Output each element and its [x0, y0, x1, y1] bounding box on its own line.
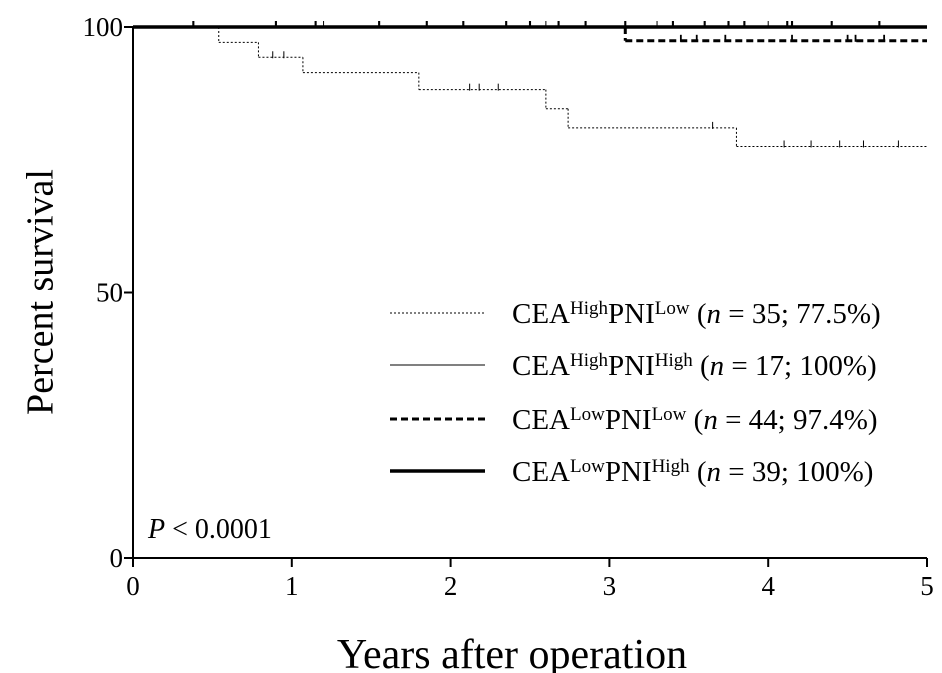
- legend-text-part: (: [690, 456, 707, 488]
- legend-text-part: High: [655, 350, 694, 371]
- legend-text-part: n: [710, 350, 725, 382]
- x-tick-label: 5: [920, 571, 934, 601]
- x-tick-label: 0: [126, 571, 140, 601]
- x-tick-label: 1: [285, 571, 299, 601]
- legend-text-part: Low: [570, 404, 605, 425]
- y-tick-label: 100: [83, 12, 124, 42]
- p-value-part: P: [147, 514, 165, 545]
- y-axis-label: Percent survival: [20, 169, 62, 415]
- legend-label: CEAHighPNILow (n = 35; 77.5%): [512, 298, 881, 330]
- legend-text-part: PNI: [608, 350, 655, 382]
- legend-text-part: = 39; 100%): [721, 456, 873, 488]
- legend-text-part: High: [570, 350, 609, 371]
- legend-text-part: High: [652, 456, 691, 477]
- legend-text-part: PNI: [605, 456, 652, 488]
- legend-text-part: CEA: [512, 298, 570, 330]
- legend-text-part: High: [570, 298, 609, 319]
- legend-text-part: CEA: [512, 350, 570, 382]
- x-axis-label: Years after operation: [337, 632, 687, 673]
- y-tick-label: 50: [96, 278, 123, 308]
- legend-text-part: (: [690, 298, 707, 330]
- x-tick-label: 4: [761, 571, 775, 601]
- legend-text-part: = 35; 77.5%): [721, 298, 881, 330]
- legend-label: CEAHighPNIHigh (n = 17; 100%): [512, 350, 877, 382]
- legend-text-part: = 17; 100%): [724, 350, 876, 382]
- x-tick-label: 3: [603, 571, 617, 601]
- legend-text-part: CEA: [512, 404, 570, 436]
- legend-label: CEALowPNIHigh (n = 39; 100%): [512, 456, 873, 488]
- legend-text-part: PNI: [605, 404, 652, 436]
- p-value: P < 0.0001: [147, 514, 272, 545]
- legend-text-part: Low: [570, 456, 605, 477]
- legend-text-part: n: [703, 404, 718, 436]
- legend-text-part: PNI: [608, 298, 655, 330]
- legend-text-part: Low: [652, 404, 687, 425]
- x-tick-label: 2: [444, 571, 458, 601]
- legend-text-part: = 44; 97.4%): [718, 404, 878, 436]
- y-tick-label: 0: [110, 543, 124, 573]
- legend-text-part: CEA: [512, 456, 570, 488]
- legend-text-part: (: [693, 350, 710, 382]
- legend-label: CEALowPNILow (n = 44; 97.4%): [512, 404, 878, 436]
- legend-text-part: (: [686, 404, 703, 436]
- legend-text-part: n: [706, 298, 721, 330]
- p-value-part: < 0.0001: [165, 514, 272, 545]
- legend-text-part: Low: [655, 298, 690, 319]
- legend-text-part: n: [706, 456, 721, 488]
